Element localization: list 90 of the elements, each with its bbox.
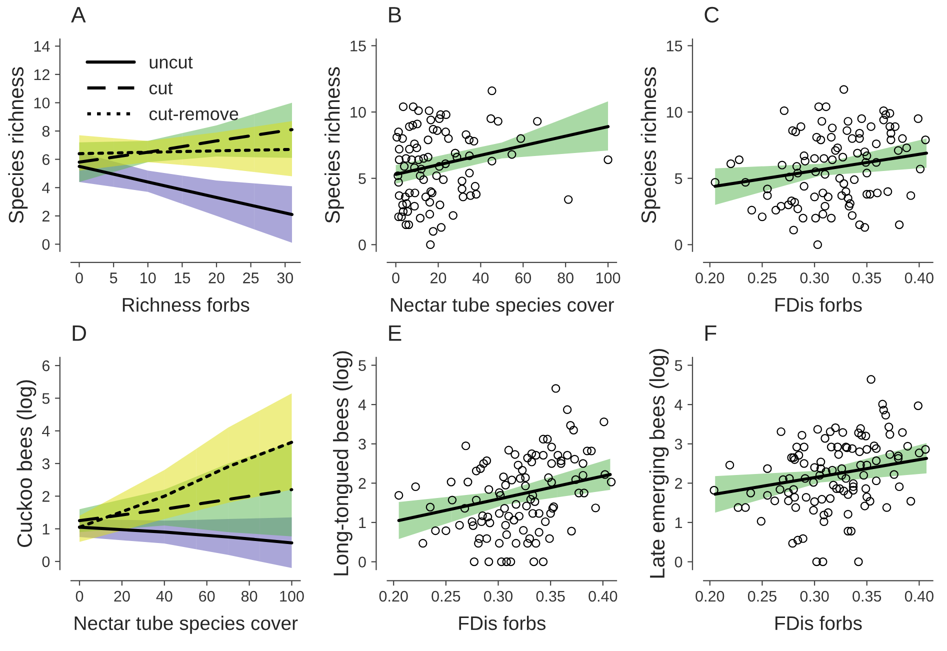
legend-label: uncut xyxy=(150,56,193,69)
y-tick-label: 14 xyxy=(34,41,50,52)
x-tick-label: 0 xyxy=(392,272,400,284)
x-tick-label: 0.25 xyxy=(748,590,776,602)
x-axis-title: Richness forbs xyxy=(122,297,250,312)
chart-title: B xyxy=(389,7,401,22)
y-tick-label: 5 xyxy=(674,173,682,184)
x-tick-label: 5 xyxy=(110,272,118,284)
x-tick-label: 80 xyxy=(241,590,258,602)
y-tick-label: 0 xyxy=(42,556,50,568)
y-axis-title: Species richness xyxy=(324,67,344,223)
x-tick-label: 0 xyxy=(76,272,83,284)
x-axis-title: FDis forbs xyxy=(459,616,546,630)
x-tick-label: 0.30 xyxy=(484,590,513,602)
y-axis-title: Species richness xyxy=(8,67,28,223)
x-tick-label: 0.25 xyxy=(748,272,776,284)
legend-label: cut xyxy=(149,82,173,94)
legend-label: cut-remove xyxy=(149,108,238,120)
chart-title: D xyxy=(72,325,86,341)
chart-title: C xyxy=(704,6,719,23)
x-tick-label: 20 xyxy=(430,272,446,284)
x-tick-label: 0.35 xyxy=(536,590,565,602)
x-tick-label: 30 xyxy=(277,272,294,284)
y-tick-label: 4 xyxy=(42,182,50,194)
y-tick-label: 2 xyxy=(42,491,50,502)
y-tick-label: 5 xyxy=(358,173,366,184)
y-tick-label: 8 xyxy=(42,126,50,137)
y-tick-label: 6 xyxy=(42,154,50,166)
x-axis-title: FDis forbs xyxy=(776,297,862,312)
x-tick-label: 0.30 xyxy=(800,590,829,602)
y-tick-label: 3 xyxy=(674,438,682,450)
y-tick-label: 1 xyxy=(675,517,682,528)
y-axis-title: Species richness xyxy=(640,67,660,223)
y-tick-label: 10 xyxy=(34,98,50,108)
x-tick-label: 0.20 xyxy=(379,590,408,602)
chart-title: A xyxy=(71,7,86,22)
y-tick-label: 1 xyxy=(42,524,50,534)
y-tick-label: 3 xyxy=(42,458,50,470)
y-tick-label: 5 xyxy=(674,360,682,371)
y-tick-label: 2 xyxy=(358,478,366,489)
x-tick-label: 15 xyxy=(174,272,190,284)
x-tick-label: 60 xyxy=(515,272,532,284)
x-tick-label: 100 xyxy=(280,590,304,602)
x-tick-label: 20 xyxy=(114,590,130,602)
y-tick-label: 6 xyxy=(42,360,50,372)
chart-title: F xyxy=(705,325,716,341)
x-tick-label: 0.40 xyxy=(904,272,934,284)
x-tick-label: 0.35 xyxy=(852,272,882,284)
x-tick-label: 25 xyxy=(243,272,259,284)
y-tick-label: 4 xyxy=(674,400,682,410)
y-tick-label: 1 xyxy=(359,517,366,528)
x-tick-label: 0.20 xyxy=(696,590,724,602)
x-tick-label: 10 xyxy=(140,272,156,284)
x-tick-label: 80 xyxy=(558,272,574,284)
y-tick-label: 10 xyxy=(666,106,682,118)
y-tick-label: 0 xyxy=(674,240,682,250)
y-tick-label: 15 xyxy=(350,40,366,52)
y-tick-label: 5 xyxy=(42,393,50,404)
y-tick-label: 0 xyxy=(358,556,366,568)
x-axis-title: FDis forbs xyxy=(776,616,862,630)
y-tick-label: 15 xyxy=(666,40,682,52)
x-tick-label: 40 xyxy=(472,272,489,284)
x-tick-label: 0.25 xyxy=(432,590,460,602)
y-tick-label: 2 xyxy=(675,478,682,489)
y-axis-title: Cuckoo bees (log) xyxy=(16,380,36,547)
chart-title: E xyxy=(389,325,402,341)
y-axis-title: Long-tongued bees (log) xyxy=(333,351,352,576)
x-tick-label: 0.40 xyxy=(904,590,934,602)
x-tick-label: 20 xyxy=(208,272,224,284)
y-tick-label: 0 xyxy=(358,240,366,250)
x-axis-title: Nectar tube species cover xyxy=(391,297,614,316)
y-tick-label: 4 xyxy=(358,400,366,410)
x-tick-label: 0.30 xyxy=(800,272,829,284)
x-tick-label: 40 xyxy=(156,590,172,602)
y-tick-label: 10 xyxy=(350,106,366,118)
x-tick-label: 0.35 xyxy=(852,590,882,602)
y-tick-label: 5 xyxy=(358,360,366,371)
x-tick-label: 0.40 xyxy=(588,590,618,602)
y-tick-label: 3 xyxy=(358,438,366,450)
y-tick-label: 2 xyxy=(42,210,50,222)
x-axis-title: Nectar tube species cover xyxy=(74,616,298,634)
x-tick-label: 0.20 xyxy=(696,272,724,284)
y-tick-label: 0 xyxy=(674,556,682,568)
y-axis-title: Late emerging bees (log) xyxy=(649,348,669,578)
x-tick-label: 0 xyxy=(76,590,84,602)
y-tick-label: 12 xyxy=(34,69,50,80)
y-tick-label: 4 xyxy=(42,426,50,436)
y-tick-label: 0 xyxy=(42,239,50,250)
x-tick-label: 100 xyxy=(596,272,620,284)
x-tick-label: 60 xyxy=(199,590,215,602)
